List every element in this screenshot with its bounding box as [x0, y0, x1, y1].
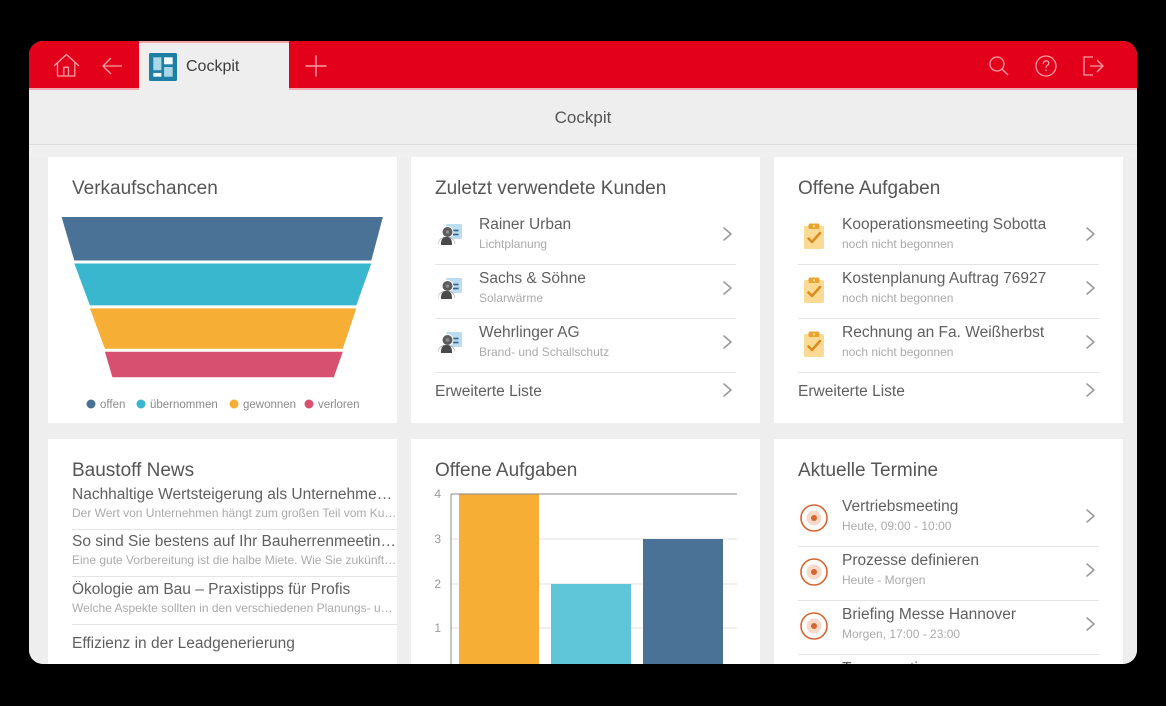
svg-text:übernommen: übernommen — [150, 399, 218, 411]
svg-text:2: 2 — [434, 577, 441, 591]
svg-text:1: 1 — [434, 621, 441, 635]
svg-text:gewonnen: gewonnen — [243, 399, 296, 411]
svg-text:3: 3 — [434, 532, 441, 546]
svg-text:offen: offen — [100, 399, 125, 411]
svg-text:4: 4 — [434, 487, 441, 501]
svg-text:verloren: verloren — [318, 399, 360, 411]
